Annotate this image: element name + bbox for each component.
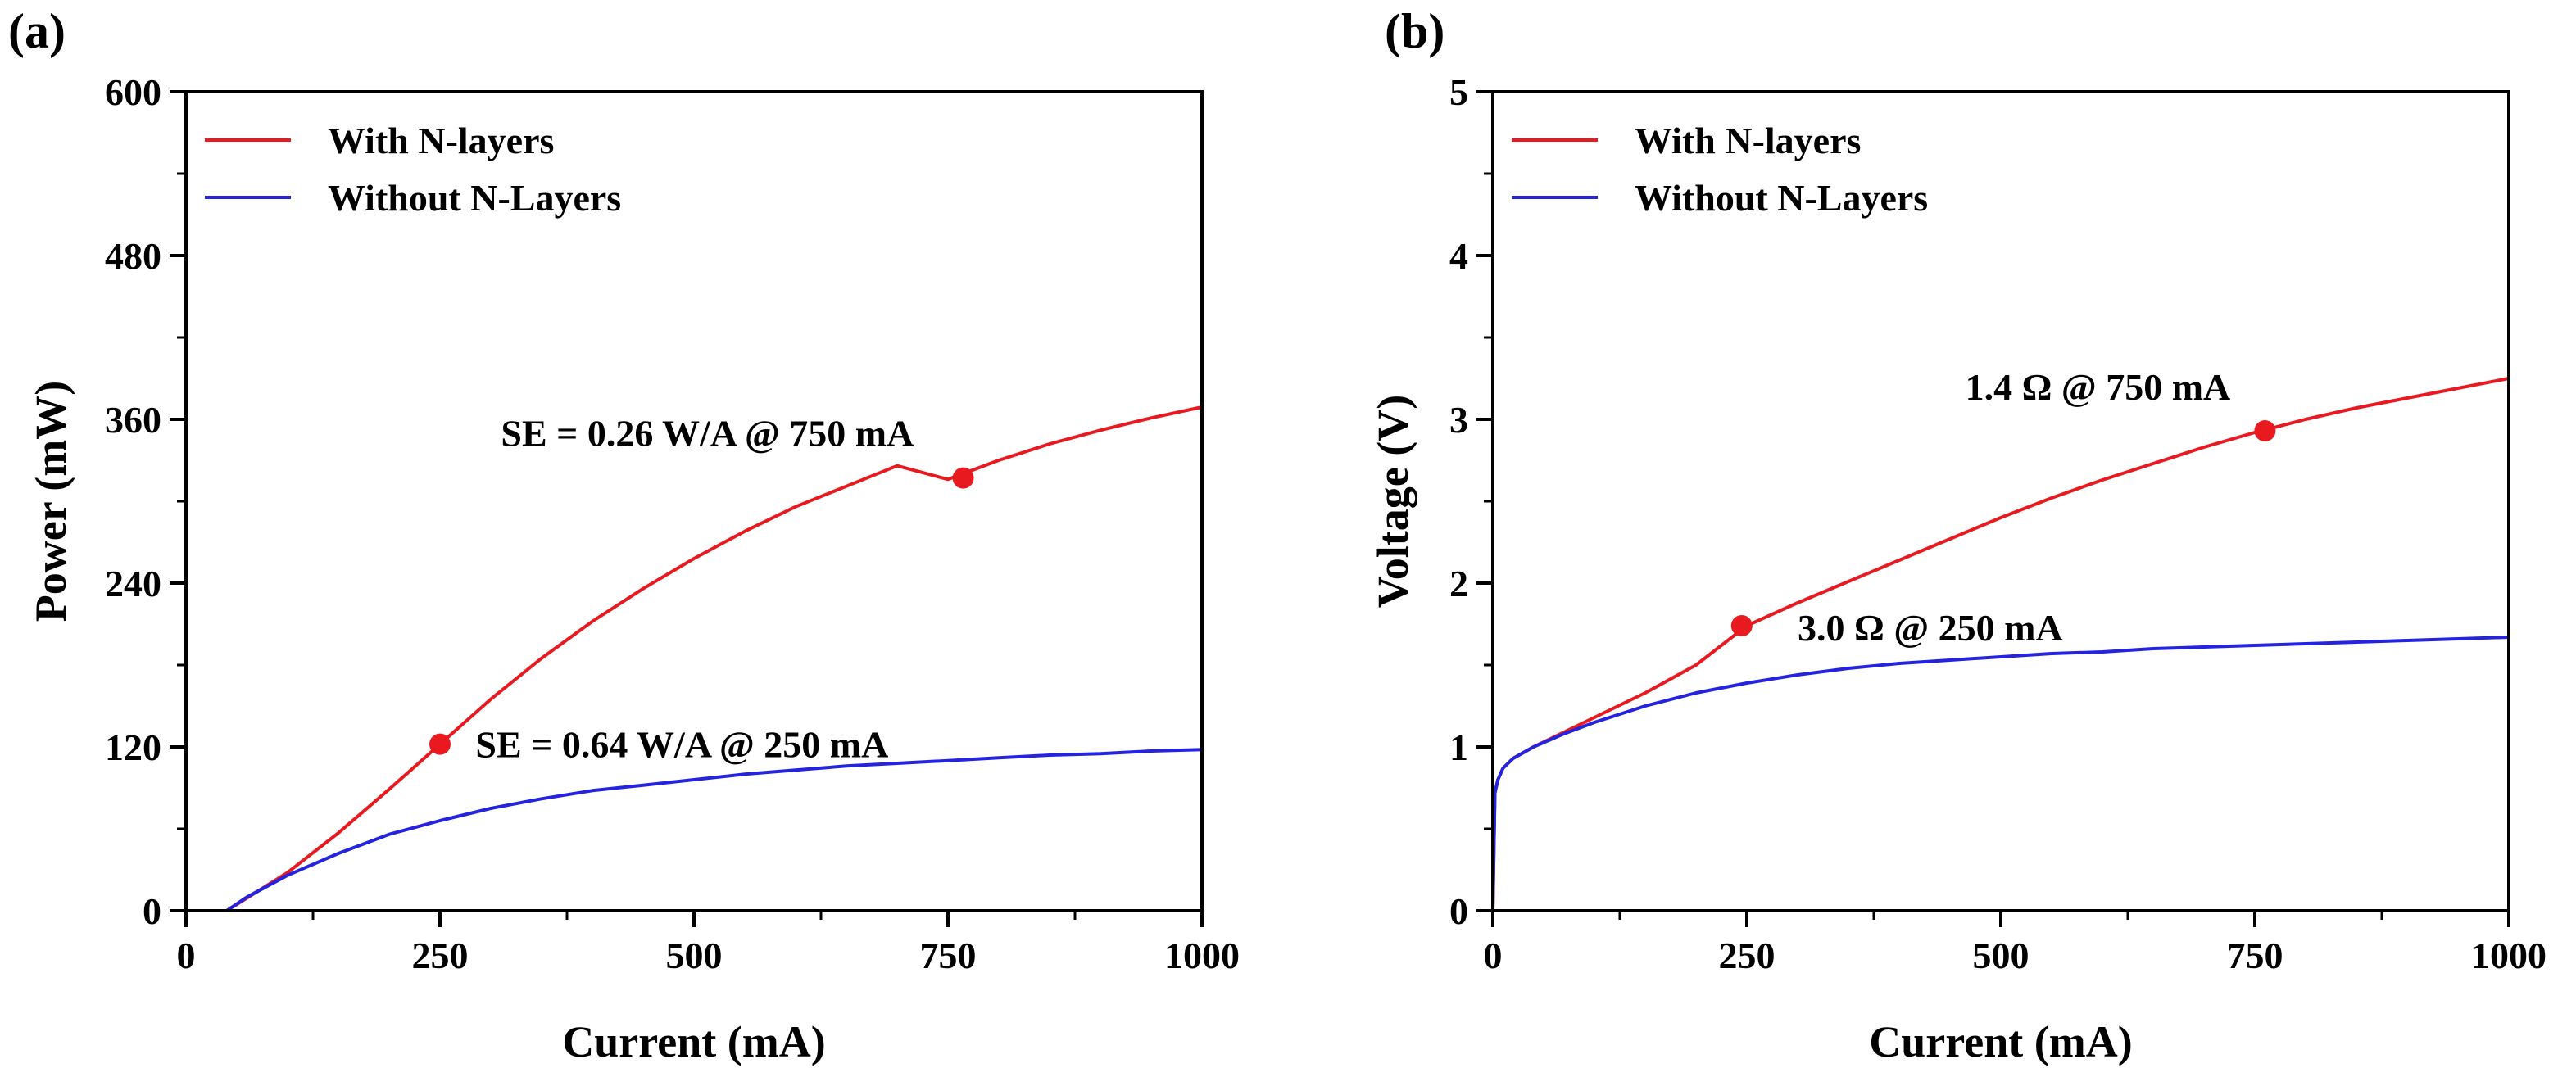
panel-a-ylabel: Power (mW): [26, 381, 75, 622]
panel-b-xlabel: Current (mA): [1869, 1017, 2132, 1066]
series-line-without-n-layers: [1491, 636, 2510, 912]
panel-a-legend: With N-layers Without N-Layers: [205, 120, 621, 219]
panel-b-frame: [1491, 90, 2510, 912]
series-line-with-n-layers: [186, 405, 1203, 912]
y-tick-label: 0: [143, 890, 161, 932]
x-tick-label: 750: [2227, 934, 2283, 976]
y-tick-label: 1: [1449, 726, 1468, 768]
legend-label-without-n-layers: Without N-Layers: [1635, 177, 1928, 219]
annotation-se-750: SE = 0.26 W/A @ 750 mA: [501, 413, 914, 455]
panel-a-xlabel: Current (mA): [562, 1017, 825, 1066]
data-marker: [2254, 420, 2276, 441]
legend-label-with-n-layers: With N-layers: [1635, 120, 1861, 161]
y-tick-label: 240: [105, 563, 161, 604]
y-tick-label: 3: [1449, 399, 1468, 441]
y-tick-label: 5: [1449, 71, 1468, 113]
data-marker: [1730, 615, 1753, 636]
y-tick-label: 2: [1449, 563, 1468, 604]
y-tick-label: 360: [105, 399, 161, 441]
panel-a-markers: [429, 467, 974, 755]
panel-a-ticks: 0 250 500 750 1000 0 120 240 360 480 600: [105, 71, 1240, 976]
legend-label-with-n-layers: With N-layers: [328, 120, 554, 161]
panel-a: (a) 0 250 500 750 1000 0 120 240 360 480 600 With …: [8, 4, 1240, 1066]
annotation-se-250: SE = 0.64 W/A @ 250 mA: [475, 724, 888, 766]
y-tick-label: 0: [1449, 890, 1468, 932]
x-tick-label: 0: [1484, 934, 1503, 976]
y-tick-label: 4: [1449, 235, 1468, 277]
y-tick-label: 120: [105, 726, 161, 768]
panel-b-label: (b): [1385, 4, 1444, 58]
annotation-resistance-250: 3.0 Ω @ 250 mA: [1798, 607, 2063, 649]
x-tick-label: 250: [412, 934, 469, 976]
panel-a-frame: [184, 90, 1204, 912]
panel-b-legend: With N-layers Without N-Layers: [1512, 120, 1928, 219]
panel-b-series: [1491, 377, 2510, 912]
legend-label-without-n-layers: Without N-Layers: [328, 177, 621, 219]
annotation-resistance-750: 1.4 Ω @ 750 mA: [1966, 366, 2231, 408]
x-tick-label: 500: [1973, 934, 2030, 976]
data-marker: [429, 733, 451, 755]
series-line-without-n-layers: [186, 748, 1203, 912]
panel-a-label: (a): [8, 4, 66, 58]
x-tick-label: 1000: [1164, 934, 1240, 976]
panel-b-ylabel: Voltage (V): [1368, 395, 1417, 608]
x-tick-label: 500: [666, 934, 723, 976]
x-tick-label: 250: [1719, 934, 1776, 976]
y-tick-label: 600: [105, 71, 161, 113]
panel-b: (b) 0 250 500 750 1000 0 1 2 3 4 5 With N-layers W…: [1368, 4, 2547, 1066]
panel-a-series: [186, 405, 1203, 912]
x-tick-label: 1000: [2471, 934, 2547, 976]
x-tick-label: 0: [177, 934, 196, 976]
x-tick-label: 750: [920, 934, 977, 976]
y-tick-label: 480: [105, 235, 161, 277]
panel-b-ticks: 0 250 500 750 1000 0 1 2 3 4 5: [1449, 71, 2547, 976]
data-marker: [952, 467, 974, 489]
panel-b-markers: [1730, 420, 2276, 636]
